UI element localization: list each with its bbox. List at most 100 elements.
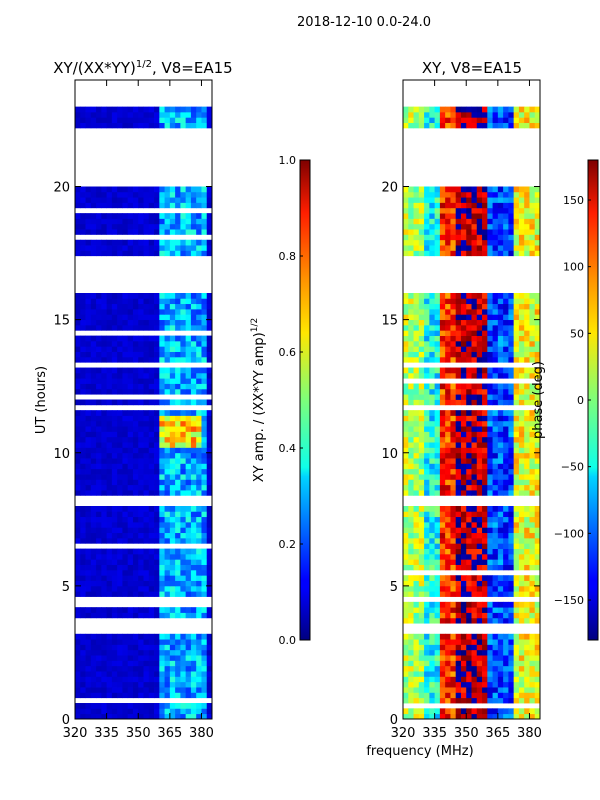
- heatmap-cell: [201, 298, 208, 305]
- heatmap-cell: [466, 490, 472, 496]
- heatmap-cell: [434, 106, 441, 113]
- heatmap-cell: [482, 665, 488, 672]
- heatmap-cell: [445, 415, 451, 422]
- heatmap-cell: [175, 111, 181, 118]
- heatmap-cell: [513, 633, 520, 640]
- heatmap-cell: [413, 372, 420, 379]
- heatmap-cell: [143, 516, 150, 523]
- heatmap-cell: [487, 649, 493, 656]
- heatmap-cell: [206, 713, 213, 720]
- heatmap-cell: [418, 191, 425, 198]
- heatmap-cell: [117, 308, 123, 315]
- heatmap-cell: [418, 229, 425, 235]
- heatmap-cell: [439, 548, 446, 555]
- heatmap-cell: [434, 697, 441, 704]
- heatmap-cell: [503, 431, 509, 438]
- heatmap-cell: [164, 607, 171, 613]
- heatmap-cell: [403, 697, 409, 704]
- heatmap-cell: [508, 511, 515, 518]
- heatmap-cell: [90, 580, 97, 587]
- heatmap-cell: [201, 372, 208, 379]
- heatmap-cell: [164, 633, 171, 640]
- heatmap-cell: [132, 580, 139, 587]
- heatmap-cell: [190, 308, 197, 315]
- heatmap-cell: [413, 468, 420, 475]
- heatmap-cell: [180, 191, 187, 198]
- heatmap-cell: [111, 223, 118, 230]
- heatmap-cell: [138, 223, 144, 230]
- heatmap-cell: [529, 697, 536, 704]
- heatmap-cell: [111, 399, 118, 406]
- heatmap-cell: [117, 298, 123, 305]
- heatmap-cell: [75, 575, 81, 581]
- heatmap-cell: [418, 601, 425, 608]
- heatmap-cell: [96, 681, 102, 688]
- heatmap-cell: [127, 676, 134, 683]
- heatmap-cell: [471, 692, 478, 699]
- heatmap-cell: [529, 420, 536, 427]
- heatmap-cell: [164, 388, 171, 395]
- heatmap-cell: [413, 665, 420, 672]
- heatmap-cell: [96, 649, 102, 656]
- heatmap-cell: [80, 639, 86, 645]
- heatmap-cell: [148, 431, 155, 438]
- heatmap-cell: [471, 207, 478, 214]
- heatmap-cell: [85, 431, 92, 438]
- heatmap-cell: [487, 559, 493, 565]
- heatmap-cell: [111, 713, 118, 720]
- heatmap-cell: [450, 394, 457, 400]
- heatmap-cell: [487, 293, 493, 299]
- heatmap-cell: [450, 713, 457, 720]
- heatmap-cell: [138, 655, 144, 661]
- heatmap-cell: [455, 431, 462, 438]
- heatmap-cell: [492, 543, 499, 549]
- heatmap-cell: [424, 639, 430, 645]
- heatmap-cell: [132, 415, 139, 422]
- heatmap-cell: [138, 356, 144, 363]
- heatmap-cell: [455, 708, 462, 715]
- heatmap-cell: [159, 218, 165, 225]
- heatmap-cell: [445, 532, 451, 539]
- heatmap-cell: [439, 468, 446, 475]
- heatmap-cell: [524, 346, 530, 352]
- heatmap-cell: [185, 197, 192, 203]
- heatmap-cell: [154, 649, 160, 656]
- heatmap-cell: [96, 122, 102, 129]
- heatmap-cell: [175, 213, 181, 219]
- heatmap-cell: [492, 479, 499, 486]
- heatmap-cell: [117, 431, 123, 438]
- heatmap-cell: [450, 117, 457, 123]
- heatmap-cell: [439, 308, 446, 315]
- heatmap-cell: [138, 612, 144, 619]
- heatmap-cell: [196, 665, 202, 672]
- heatmap-cell: [185, 117, 192, 123]
- heatmap-cell: [471, 612, 478, 619]
- heatmap-cell: [471, 575, 478, 581]
- heatmap-cell: [190, 474, 197, 480]
- heatmap-cell: [403, 591, 409, 597]
- heatmap-cell: [503, 580, 509, 587]
- heatmap-cell: [455, 585, 462, 592]
- heatmap-cell: [111, 660, 118, 667]
- heatmap-cell: [127, 607, 134, 613]
- heatmap-cell: [196, 442, 202, 448]
- heatmap-cell: [175, 511, 181, 518]
- heatmap-cell: [471, 420, 478, 427]
- heatmap-cell: [418, 314, 425, 321]
- heatmap-cell: [206, 490, 213, 496]
- heatmap-cell: [534, 671, 541, 677]
- heatmap-cell: [460, 340, 467, 347]
- heatmap-cell: [492, 426, 499, 432]
- heatmap-cell: [138, 202, 144, 209]
- heatmap-cell: [148, 569, 155, 576]
- heatmap-cell: [503, 314, 509, 321]
- heatmap-cell: [408, 564, 414, 571]
- heatmap-cell: [169, 383, 176, 390]
- heatmap-cell: [455, 639, 462, 645]
- heatmap-cell: [424, 330, 430, 336]
- heatmap-cell: [487, 511, 493, 518]
- heatmap-cell: [101, 245, 108, 251]
- heatmap-cell: [439, 447, 446, 454]
- heatmap-cell: [169, 250, 176, 257]
- heatmap-cell: [403, 601, 409, 608]
